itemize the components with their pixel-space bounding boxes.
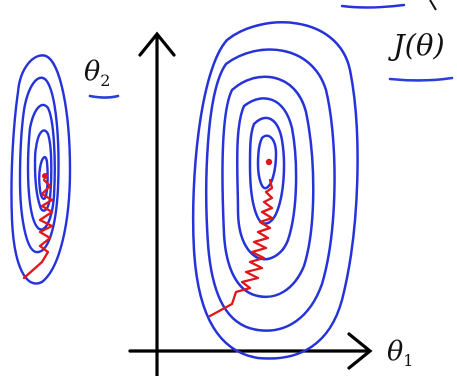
theta1-axis-label: θ1 <box>387 336 414 370</box>
j-underline <box>388 76 454 82</box>
left-minimum-dot <box>42 173 48 179</box>
theta2-axis-label: θ2 <box>84 56 111 90</box>
theta1-subscript: 1 <box>403 351 414 370</box>
left-contours <box>10 54 72 285</box>
axes <box>128 31 373 376</box>
left-descent-path <box>22 178 54 280</box>
theta1-symbol: θ <box>387 336 404 367</box>
right-contours <box>191 21 359 360</box>
theta2-subscript: 2 <box>100 71 111 90</box>
top-cropped-mark <box>429 0 437 11</box>
right-descent-path <box>208 178 274 318</box>
top-cropped-underline <box>340 3 406 9</box>
theta2-symbol: θ <box>84 56 101 87</box>
cost-function-label: J(θ) <box>393 28 445 62</box>
right-minimum-dot <box>265 158 273 166</box>
theta2-underline <box>88 94 120 99</box>
